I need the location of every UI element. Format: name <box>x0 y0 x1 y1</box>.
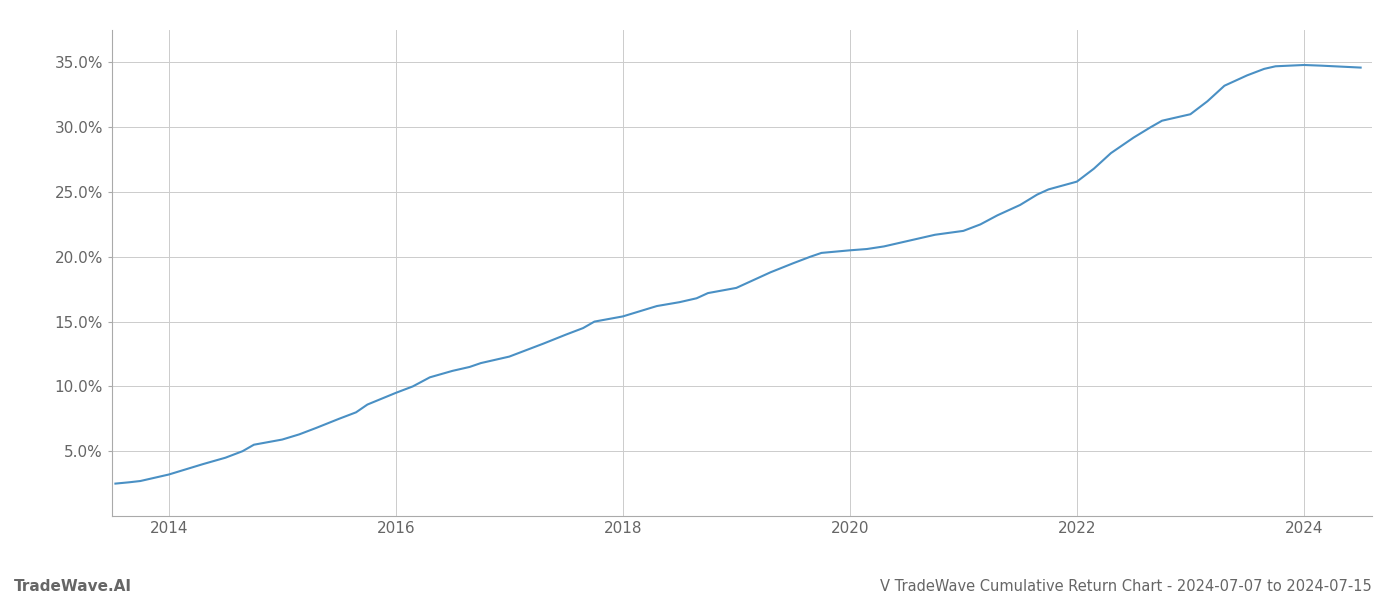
Text: V TradeWave Cumulative Return Chart - 2024-07-07 to 2024-07-15: V TradeWave Cumulative Return Chart - 20… <box>881 579 1372 594</box>
Text: TradeWave.AI: TradeWave.AI <box>14 579 132 594</box>
